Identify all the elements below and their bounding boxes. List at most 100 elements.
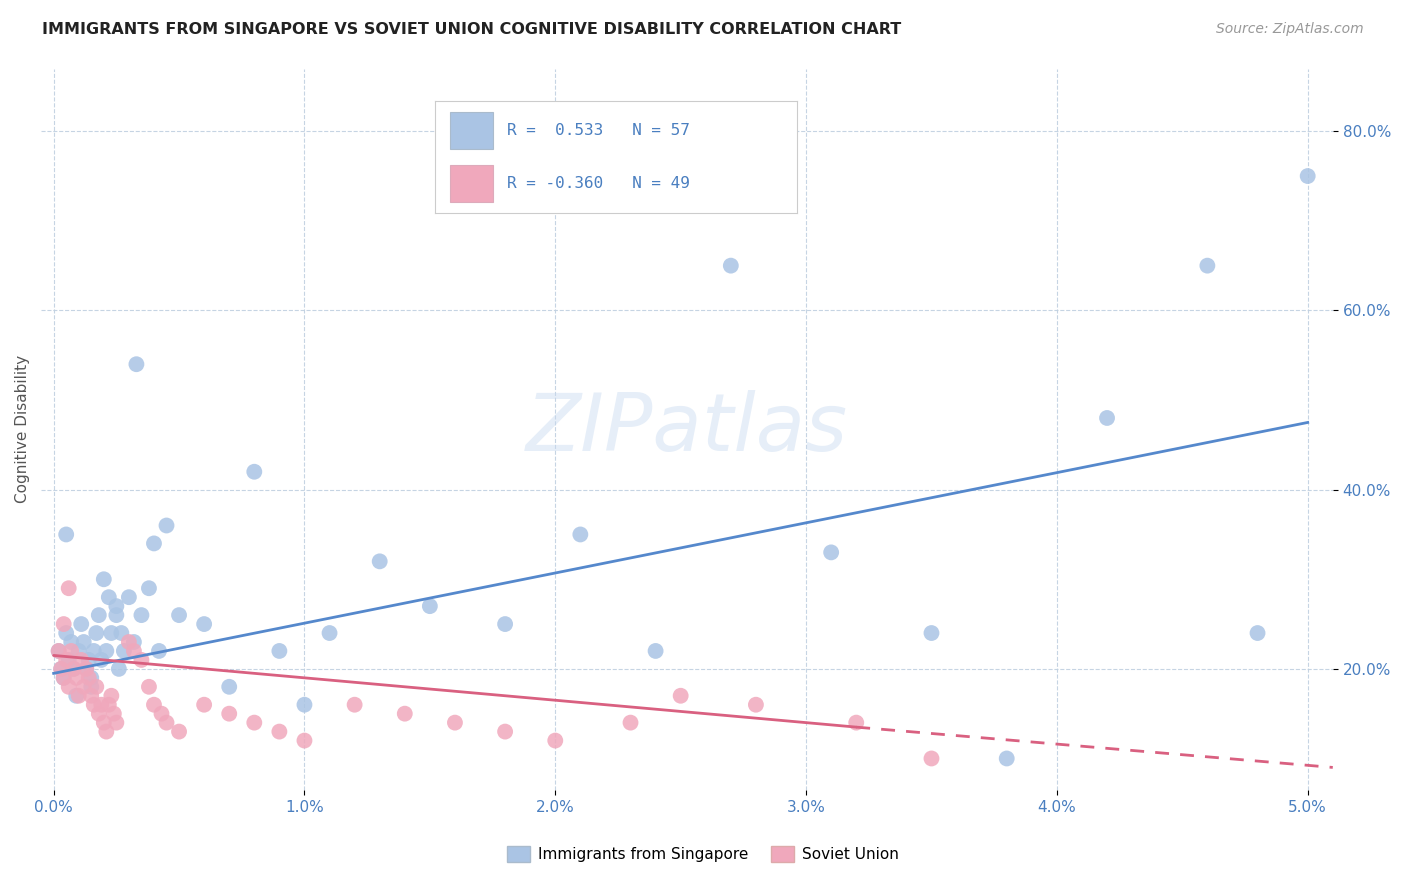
- Point: [75, 662, 97, 676]
- Point: [243, 465, 266, 479]
- Point: [73, 635, 96, 649]
- Point: [150, 706, 173, 721]
- Point: [62, 662, 84, 676]
- Point: [55, 626, 77, 640]
- Point: [77, 653, 100, 667]
- Point: [138, 581, 160, 595]
- Point: [84, 626, 107, 640]
- Point: [48, 644, 70, 658]
- Point: [1095, 411, 1118, 425]
- Point: [167, 608, 190, 623]
- Point: [218, 680, 240, 694]
- Point: [62, 662, 84, 676]
- Text: ZIPatlas: ZIPatlas: [526, 390, 848, 468]
- Point: [96, 724, 118, 739]
- Point: [193, 617, 215, 632]
- Point: [122, 644, 145, 658]
- Point: [845, 715, 868, 730]
- Point: [544, 733, 567, 747]
- Point: [110, 626, 132, 640]
- Point: [143, 698, 166, 712]
- Point: [55, 653, 77, 667]
- Point: [108, 662, 131, 676]
- Point: [995, 751, 1018, 765]
- Point: [100, 626, 122, 640]
- Point: [87, 608, 110, 623]
- Point: [51, 662, 73, 676]
- Point: [58, 581, 80, 595]
- Point: [58, 680, 80, 694]
- Point: [52, 617, 75, 632]
- Y-axis label: Cognitive Disability: Cognitive Disability: [15, 355, 30, 503]
- Point: [93, 572, 115, 586]
- Point: [83, 698, 105, 712]
- Point: [318, 626, 340, 640]
- Point: [83, 644, 105, 658]
- Point: [820, 545, 842, 559]
- Point: [118, 635, 141, 649]
- Point: [419, 599, 441, 614]
- Point: [143, 536, 166, 550]
- Point: [70, 653, 93, 667]
- Point: [105, 608, 128, 623]
- Point: [218, 706, 240, 721]
- Point: [97, 698, 120, 712]
- Point: [921, 751, 943, 765]
- Point: [669, 689, 692, 703]
- Point: [444, 715, 467, 730]
- Point: [90, 653, 112, 667]
- Point: [70, 617, 93, 632]
- Point: [105, 715, 128, 730]
- Text: IMMIGRANTS FROM SINGAPORE VS SOVIET UNION COGNITIVE DISABILITY CORRELATION CHART: IMMIGRANTS FROM SINGAPORE VS SOVIET UNIO…: [42, 22, 901, 37]
- Point: [269, 724, 291, 739]
- Point: [112, 644, 135, 658]
- Point: [193, 698, 215, 712]
- Point: [569, 527, 592, 541]
- Point: [1296, 169, 1319, 183]
- Point: [125, 357, 148, 371]
- Text: Source: ZipAtlas.com: Source: ZipAtlas.com: [1216, 22, 1364, 37]
- Point: [75, 662, 97, 676]
- Point: [96, 644, 118, 658]
- Point: [67, 644, 90, 658]
- Point: [131, 608, 153, 623]
- Point: [644, 644, 666, 658]
- Point: [97, 590, 120, 604]
- Point: [368, 554, 391, 568]
- Point: [93, 715, 115, 730]
- Point: [60, 635, 83, 649]
- Point: [52, 671, 75, 685]
- Point: [60, 644, 83, 658]
- Point: [1246, 626, 1268, 640]
- Point: [394, 706, 416, 721]
- Point: [87, 706, 110, 721]
- Point: [100, 689, 122, 703]
- Point: [167, 724, 190, 739]
- Point: [122, 635, 145, 649]
- Point: [294, 698, 316, 712]
- Point: [58, 653, 80, 667]
- Point: [619, 715, 641, 730]
- Point: [1197, 259, 1219, 273]
- Point: [494, 617, 516, 632]
- Point: [921, 626, 943, 640]
- Point: [155, 715, 177, 730]
- Point: [65, 671, 87, 685]
- Point: [103, 706, 125, 721]
- Point: [343, 698, 366, 712]
- Point: [105, 599, 128, 614]
- Point: [48, 644, 70, 658]
- Point: [65, 689, 87, 703]
- Point: [269, 644, 291, 658]
- Point: [73, 680, 96, 694]
- Point: [745, 698, 768, 712]
- Point: [494, 724, 516, 739]
- Point: [138, 680, 160, 694]
- Point: [80, 689, 103, 703]
- Point: [243, 715, 266, 730]
- Point: [294, 733, 316, 747]
- Point: [148, 644, 170, 658]
- Point: [84, 680, 107, 694]
- Point: [52, 671, 75, 685]
- Point: [80, 680, 103, 694]
